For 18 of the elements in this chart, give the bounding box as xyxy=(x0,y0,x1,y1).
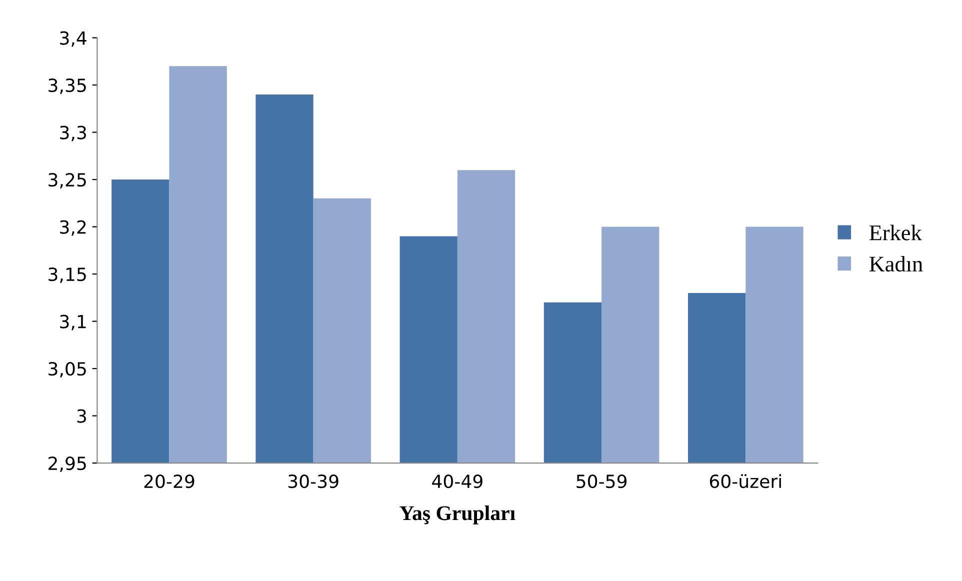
legend-label: Erkek xyxy=(869,224,922,240)
legend-label: Kadın xyxy=(869,256,923,272)
x-tick-label: 60-üzeri xyxy=(710,474,781,488)
y-tick-label: 2,95 xyxy=(48,456,86,472)
x-tick-label: 20-29 xyxy=(144,474,194,488)
y-tick-label: 3,2 xyxy=(60,220,86,236)
x-tick-label: 40-49 xyxy=(432,474,482,488)
x-tick-label: 50-59 xyxy=(576,474,626,488)
y-tick-label: 3,25 xyxy=(48,172,86,188)
y-tick-label: 3,4 xyxy=(60,31,86,47)
y-tick-label: 3,15 xyxy=(48,267,86,283)
x-tick-label: 30-39 xyxy=(288,474,338,488)
x-axis-title: Yaş Grupları xyxy=(400,506,516,524)
y-tick-label: 3 xyxy=(77,409,86,423)
y-tick-label: 3,05 xyxy=(48,362,86,378)
y-tick-label: 3,35 xyxy=(48,78,86,94)
y-tick-label: 3,3 xyxy=(60,126,86,142)
y-tick-label: 3,1 xyxy=(60,314,86,330)
